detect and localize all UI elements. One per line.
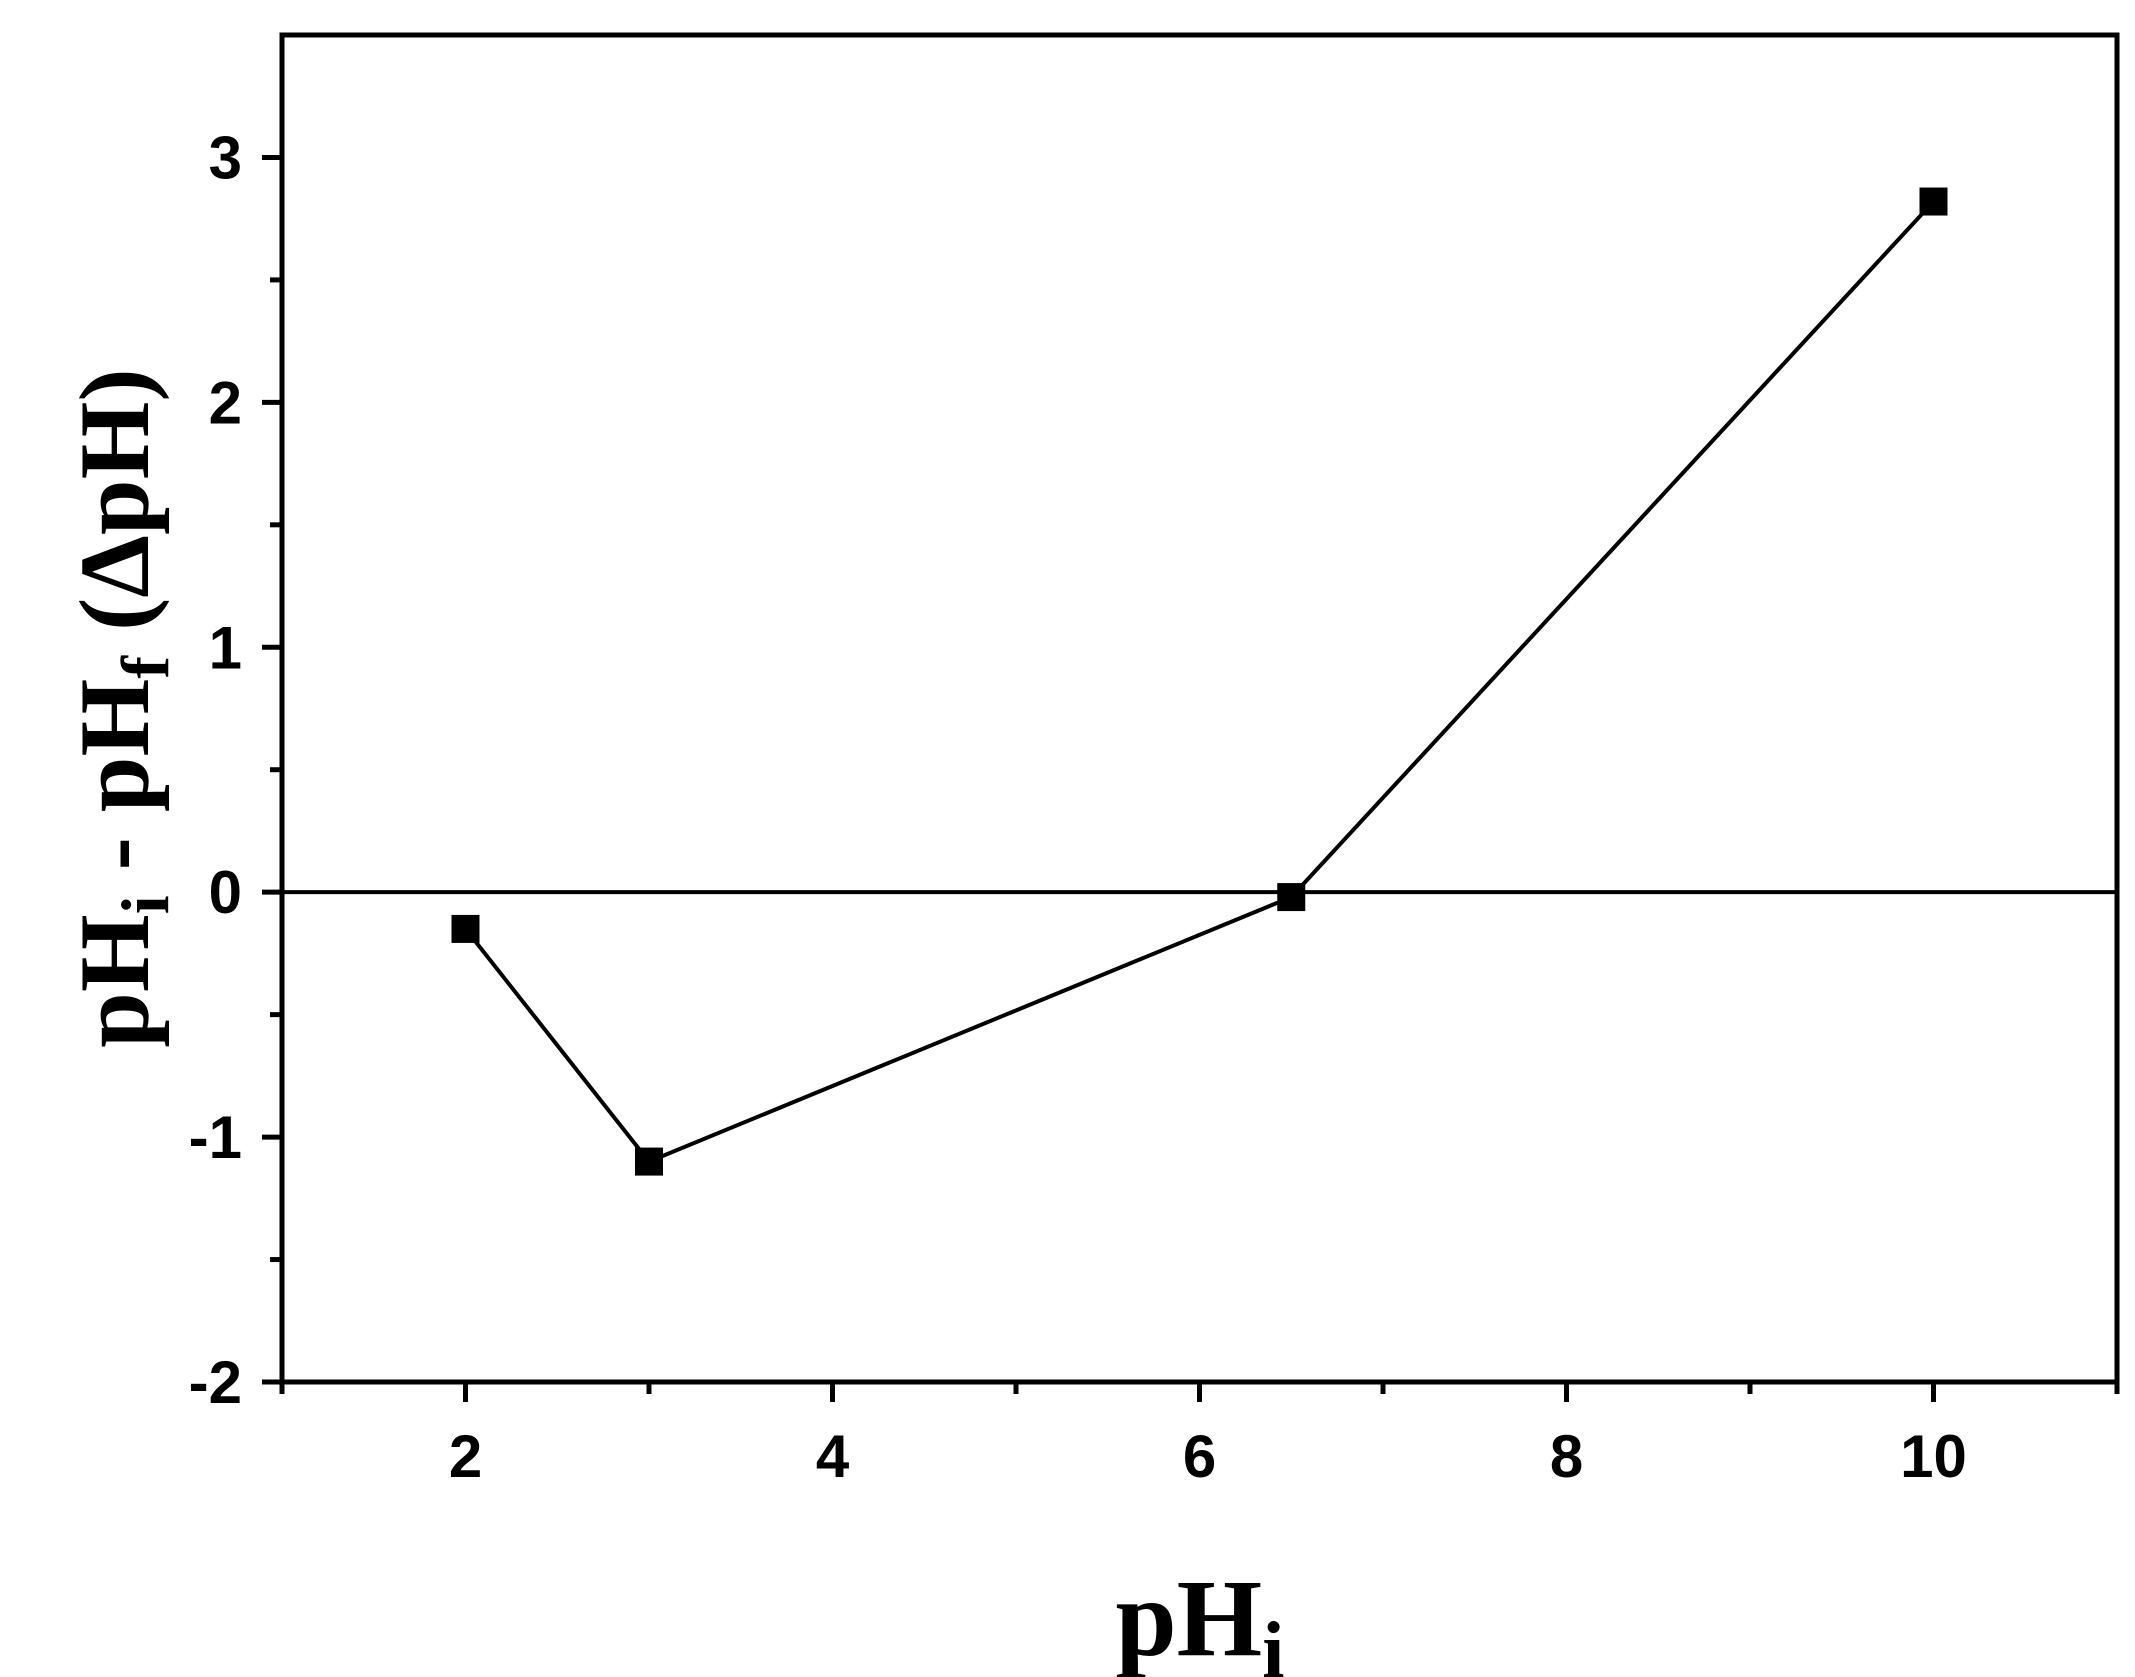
y-tick-label: 0 [209, 859, 242, 926]
y-tick-label: -1 [189, 1104, 242, 1171]
y-axis-title-sub1: i [107, 895, 183, 914]
x-tick-label: 10 [1900, 1423, 1967, 1490]
plot-frame [279, 32, 2120, 1385]
axis-ticks [262, 154, 2120, 1402]
data-point-marker [635, 1147, 663, 1176]
y-tick-label: 1 [209, 614, 242, 681]
data-markers [451, 187, 1948, 1176]
x-axis-title-subscript: i [1262, 1607, 1284, 1677]
series-line [463, 200, 1935, 1165]
y-tick-label: 3 [209, 124, 242, 191]
x-axis-title: pHi [1116, 1557, 1285, 1677]
y-axis-title-part3: (ΔpH) [59, 368, 170, 656]
data-point-marker [1277, 883, 1306, 912]
tick-labels: 2 4 6 8 10 -2 -1 0 1 2 3 [189, 124, 1967, 1490]
x-tick-label: 4 [816, 1423, 850, 1490]
y-axis-title-part2: - pH [59, 679, 170, 896]
data-point-marker [1919, 187, 1948, 216]
x-axis-title-main: pH [1116, 1557, 1263, 1677]
x-tick-label: 2 [449, 1423, 482, 1490]
data-point-marker [451, 914, 480, 943]
y-tick-label: 2 [209, 369, 242, 436]
x-tick-label: 6 [1183, 1423, 1216, 1490]
y-axis-title-sub2: f [107, 655, 183, 679]
y-axis-title-part1: pH [59, 914, 170, 1047]
y-axis-title: pHi - pHf (ΔpH) [59, 368, 183, 1047]
x-tick-label: 8 [1550, 1423, 1583, 1490]
y-tick-label: -2 [189, 1349, 242, 1416]
